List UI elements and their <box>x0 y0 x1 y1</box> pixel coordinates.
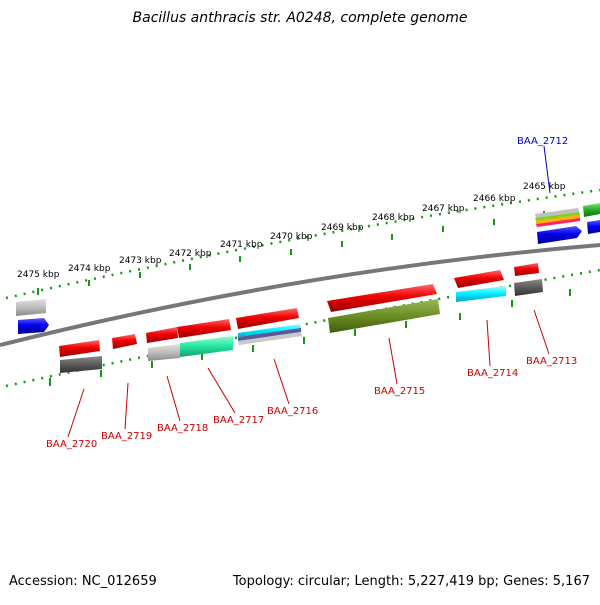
gene-labels: BAA_2712 BAA_2713 BAA_2714 BAA_2715 BAA_… <box>46 136 577 450</box>
gene-feature[interactable] <box>536 215 580 224</box>
gene-feature[interactable] <box>148 344 180 361</box>
genome-stats-label: Topology: circular; Length: 5,227,419 bp… <box>232 574 590 589</box>
scale-label: 2471 kbp <box>220 240 263 250</box>
inner-major-ticks <box>49 289 571 386</box>
outer-major-ticks <box>37 211 545 295</box>
gene-feature[interactable] <box>456 286 506 302</box>
gene-label[interactable]: BAA_2720 <box>46 439 97 450</box>
scale-label: 2466 kbp <box>473 194 516 204</box>
gene-feature[interactable] <box>60 356 102 373</box>
gene-feature[interactable] <box>535 212 580 221</box>
scale-label: 2475 kbp <box>17 270 60 280</box>
scale-label: 2469 kbp <box>321 223 364 233</box>
gene-feature[interactable] <box>238 332 302 345</box>
gene-feature[interactable] <box>328 299 440 333</box>
accession-label: Accession: NC_012659 <box>9 574 157 589</box>
gene-feature[interactable] <box>112 334 137 349</box>
gene-feature[interactable] <box>454 270 504 288</box>
gene-feature[interactable] <box>177 319 231 338</box>
scale-label: 2465 kbp <box>523 182 566 192</box>
scale-label: 2474 kbp <box>68 264 111 274</box>
gene-label[interactable]: BAA_2719 <box>101 431 152 442</box>
gene-label[interactable]: BAA_2715 <box>374 386 425 397</box>
scale-label: 2473 kbp <box>119 256 162 266</box>
genome-title: Bacillus anthracis str. A0248, complete … <box>132 10 468 26</box>
gene-feature[interactable] <box>16 299 46 316</box>
gene-feature[interactable] <box>535 208 579 218</box>
scale-label: 2467 kbp <box>422 204 465 214</box>
gene-feature[interactable] <box>180 336 233 357</box>
scale-label: 2472 kbp <box>169 249 212 259</box>
gene-feature[interactable] <box>514 279 543 296</box>
genome-backbone <box>0 243 600 347</box>
gene-feature[interactable] <box>59 340 100 357</box>
gene-feature[interactable] <box>146 327 178 343</box>
gene-feature[interactable] <box>327 284 437 312</box>
gene-feature[interactable] <box>238 328 301 341</box>
gene-feature[interactable] <box>537 226 582 244</box>
gene-label[interactable]: BAA_2714 <box>467 368 518 379</box>
scale-label: 2470 kbp <box>270 232 313 242</box>
scale-labels: 2475 kbp 2474 kbp 2473 kbp 2472 kbp 2471… <box>17 182 566 280</box>
gene-label[interactable]: BAA_2712 <box>517 136 568 147</box>
gene-label[interactable]: BAA_2716 <box>267 406 318 417</box>
gene-label[interactable]: BAA_2718 <box>157 423 208 434</box>
gene-label[interactable]: BAA_2717 <box>213 415 264 426</box>
gene-feature[interactable] <box>18 318 49 334</box>
outer-gene-track <box>16 203 600 334</box>
gene-feature[interactable] <box>587 220 600 234</box>
inner-gene-track <box>59 279 543 373</box>
gene-label[interactable]: BAA_2713 <box>526 356 577 367</box>
gene-feature[interactable] <box>238 324 301 337</box>
gene-feature[interactable] <box>236 308 299 329</box>
gene-feature[interactable] <box>514 263 539 276</box>
label-leader-lines <box>67 145 551 438</box>
scale-label: 2468 kbp <box>372 213 415 223</box>
gene-feature[interactable] <box>536 218 580 227</box>
gene-feature[interactable] <box>583 203 600 217</box>
